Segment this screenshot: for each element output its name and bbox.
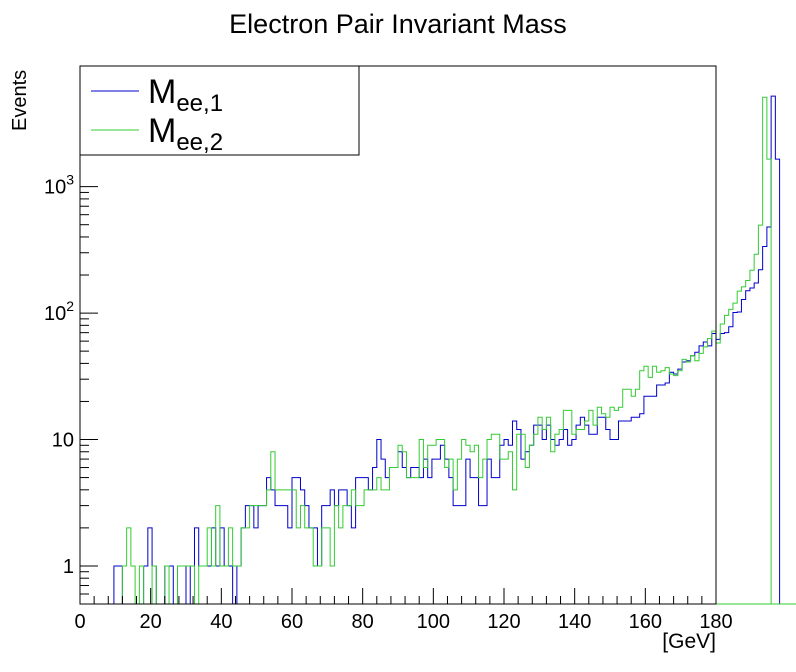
legend-label-1: Mee,1: [148, 73, 223, 117]
x-tick-label: 40: [210, 611, 232, 633]
x-tick-label: 120: [487, 611, 520, 633]
y-tick-label: 10: [52, 430, 74, 452]
y-tick-label: 1: [63, 556, 74, 578]
x-tick-label: 100: [417, 611, 450, 633]
axis-layer: 0 20 40 60 80 100 120 140 160 180 1 10 102 103: [44, 65, 733, 633]
plot-frame: [79, 65, 717, 605]
y-tick-label: 103: [44, 172, 74, 199]
series-line-2: [80, 96, 796, 605]
y-tick-label: 102: [44, 298, 74, 325]
x-tick-label: 20: [140, 611, 162, 633]
series-line-1: [80, 95, 796, 605]
legend-label-2: Mee,2: [148, 112, 223, 156]
series-layer: [80, 95, 796, 605]
chart-title: Electron Pair Invariant Mass: [229, 9, 567, 39]
x-axis-label: [GeV]: [662, 630, 716, 653]
x-tick-label: 140: [558, 611, 591, 633]
x-tick-label: 0: [74, 611, 85, 633]
x-tick-label: 180: [699, 611, 732, 633]
x-tick-label: 160: [629, 611, 662, 633]
y-axis-label: Events: [9, 70, 31, 131]
legend-box: [79, 65, 360, 156]
x-tick-label: 80: [352, 611, 374, 633]
x-tick-label: 60: [281, 611, 303, 633]
